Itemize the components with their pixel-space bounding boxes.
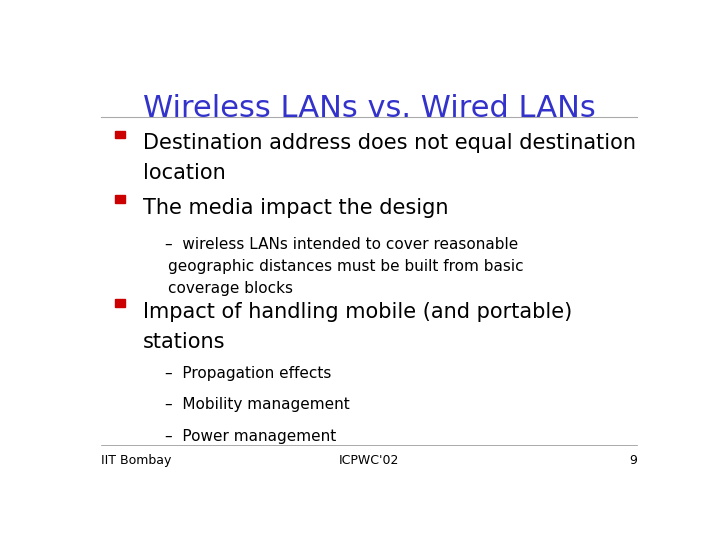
Text: –  Mobility management: – Mobility management xyxy=(166,397,350,413)
Text: Destination address does not equal destination: Destination address does not equal desti… xyxy=(143,133,636,153)
Text: IIT Bombay: IIT Bombay xyxy=(101,454,171,467)
Text: coverage blocks: coverage blocks xyxy=(168,281,293,295)
Text: –  Propagation effects: – Propagation effects xyxy=(166,366,332,381)
Text: stations: stations xyxy=(143,332,225,352)
Text: 9: 9 xyxy=(629,454,637,467)
Text: The media impact the design: The media impact the design xyxy=(143,198,449,218)
Text: Impact of handling mobile (and portable): Impact of handling mobile (and portable) xyxy=(143,302,572,322)
Text: –  wireless LANs intended to cover reasonable: – wireless LANs intended to cover reason… xyxy=(166,238,518,252)
Text: –  Power management: – Power management xyxy=(166,429,336,444)
Bar xyxy=(115,131,125,138)
Bar xyxy=(115,299,125,307)
Text: Wireless LANs vs. Wired LANs: Wireless LANs vs. Wired LANs xyxy=(143,94,595,123)
Bar xyxy=(115,195,125,203)
Text: geographic distances must be built from basic: geographic distances must be built from … xyxy=(168,259,523,274)
Text: ICPWC'02: ICPWC'02 xyxy=(339,454,399,467)
Text: location: location xyxy=(143,163,226,184)
